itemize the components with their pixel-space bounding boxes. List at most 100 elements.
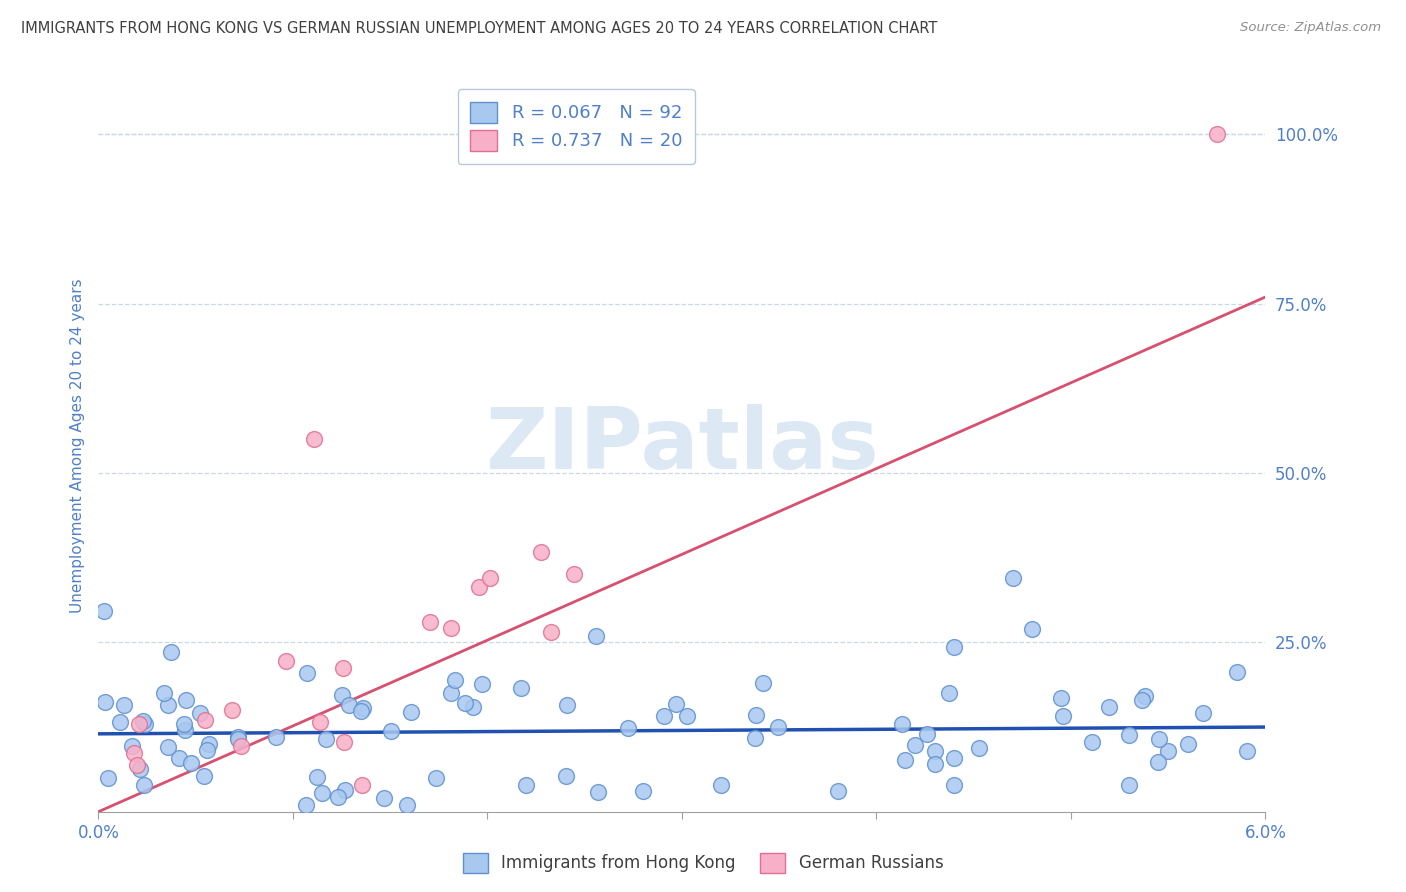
Point [129, 762, 152, 776]
Point [122, 746, 145, 760]
Point [1052, 709, 1074, 723]
Point [94, 695, 117, 709]
Point [328, 790, 350, 805]
Point [167, 750, 190, 764]
Point [586, 785, 609, 799]
Point [302, 432, 325, 446]
Point [153, 686, 176, 700]
Point [924, 744, 946, 758]
Point [943, 750, 966, 764]
Text: IMMIGRANTS FROM HONG KONG VS GERMAN RUSSIAN UNEMPLOYMENT AMONG AGES 20 TO 24 YEA: IMMIGRANTS FROM HONG KONG VS GERMAN RUSS… [21, 21, 938, 36]
Point [1192, 706, 1215, 721]
Point [311, 786, 333, 800]
Point [510, 681, 533, 696]
Point [352, 778, 374, 792]
Point [461, 700, 484, 714]
Point [134, 716, 156, 731]
Point [942, 640, 965, 654]
Point [395, 797, 418, 812]
Point [193, 769, 215, 783]
Point [295, 797, 318, 812]
Point [198, 737, 221, 751]
Point [125, 758, 148, 772]
Point [440, 686, 463, 700]
Point [751, 676, 773, 690]
Point [1147, 732, 1170, 747]
Point [554, 769, 576, 783]
Point [295, 666, 318, 681]
Point [893, 754, 915, 768]
Point [121, 739, 143, 754]
Point [93, 604, 115, 618]
Point [1001, 571, 1024, 585]
Point [827, 784, 849, 798]
Legend: Immigrants from Hong Kong, German Russians: Immigrants from Hong Kong, German Russia… [456, 847, 950, 880]
Point [180, 756, 202, 771]
Point [479, 571, 502, 585]
Point [664, 698, 686, 712]
Point [221, 703, 243, 717]
Point [444, 673, 467, 688]
Point [676, 709, 699, 723]
Point [132, 714, 155, 728]
Point [333, 734, 356, 748]
Point [226, 730, 249, 744]
Point [540, 624, 562, 639]
Point [1118, 728, 1140, 742]
Point [337, 698, 360, 713]
Point [938, 686, 960, 700]
Point [132, 778, 155, 792]
Point [1050, 690, 1073, 705]
Point [188, 706, 211, 720]
Point [419, 615, 441, 629]
Point [454, 696, 477, 710]
Point [471, 676, 494, 690]
Point [891, 717, 914, 731]
Point [562, 566, 585, 581]
Point [915, 727, 938, 741]
Point [631, 784, 654, 798]
Point [585, 629, 607, 643]
Point [425, 771, 447, 785]
Point [1236, 744, 1258, 758]
Point [904, 739, 927, 753]
Point [231, 739, 253, 753]
Point [555, 698, 578, 713]
Y-axis label: Unemployment Among Ages 20 to 24 years: Unemployment Among Ages 20 to 24 years [69, 278, 84, 614]
Point [745, 707, 768, 722]
Point [1130, 693, 1153, 707]
Point [399, 705, 422, 719]
Point [943, 778, 966, 792]
Text: Source: ZipAtlas.com: Source: ZipAtlas.com [1240, 21, 1381, 34]
Point [1118, 778, 1140, 792]
Point [440, 621, 463, 635]
Point [515, 778, 537, 792]
Point [1147, 755, 1170, 769]
Point [108, 714, 131, 729]
Point [710, 778, 733, 792]
Point [226, 732, 249, 747]
Point [195, 743, 218, 757]
Point [1226, 665, 1249, 679]
Point [332, 661, 354, 675]
Point [159, 645, 181, 659]
Point [315, 732, 337, 747]
Point [194, 714, 217, 728]
Point [274, 655, 297, 669]
Point [173, 717, 195, 731]
Point [174, 723, 197, 738]
Point [157, 698, 180, 712]
Point [924, 757, 946, 772]
Point [744, 731, 766, 746]
Point [157, 739, 180, 754]
Point [1080, 735, 1102, 749]
Point [652, 709, 675, 723]
Point [128, 716, 150, 731]
Point [967, 740, 990, 755]
Point [1177, 737, 1199, 751]
Point [309, 714, 332, 729]
Point [373, 791, 395, 805]
Point [305, 770, 328, 784]
Point [330, 688, 353, 702]
Point [97, 771, 120, 785]
